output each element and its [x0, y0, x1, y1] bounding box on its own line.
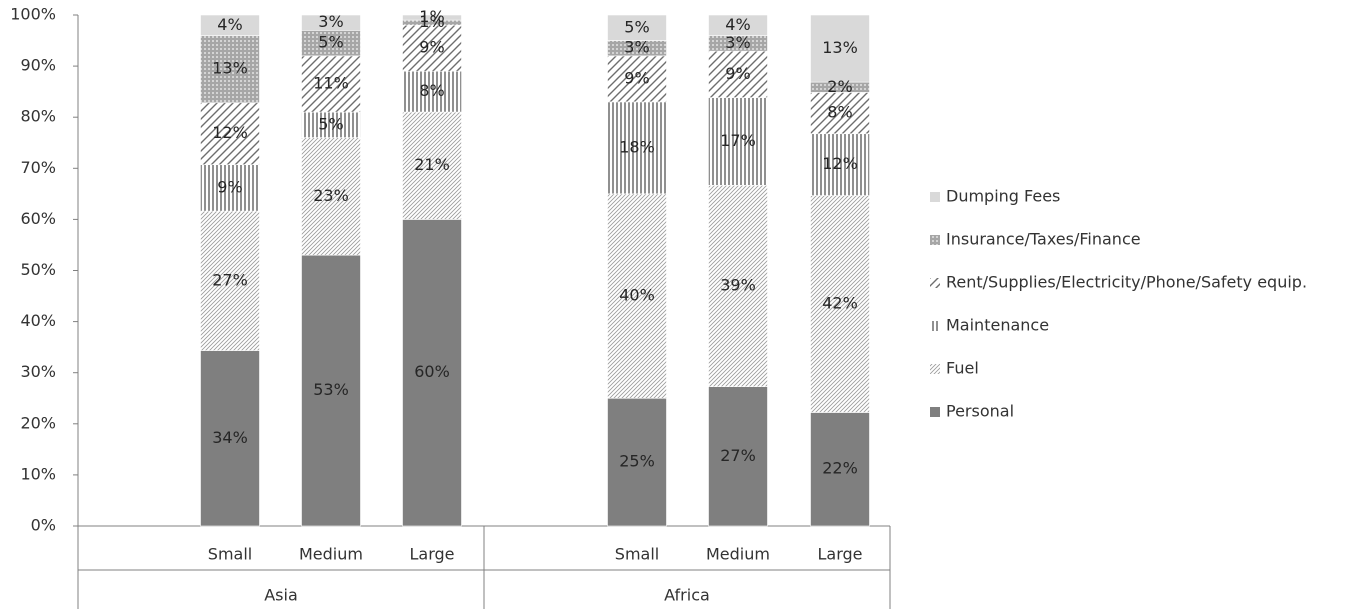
- y-tick-label: 30%: [20, 362, 56, 381]
- legend-label: Rent/Supplies/Electricity/Phone/Safety e…: [946, 273, 1307, 292]
- data-label: 5%: [318, 33, 343, 52]
- bar-segment: [708, 97, 768, 186]
- data-label: 5%: [624, 17, 649, 36]
- legend-swatch: [930, 235, 940, 245]
- data-label: 9%: [624, 68, 649, 87]
- data-label: 22%: [822, 459, 858, 478]
- bar-segment: [301, 14, 361, 31]
- data-label: 34%: [212, 428, 248, 447]
- bar-segment: [607, 14, 667, 41]
- legend-label: Maintenance: [946, 316, 1049, 335]
- bar-segment: [301, 55, 361, 113]
- y-tick-label: 90%: [20, 56, 56, 75]
- bar-segment: [301, 111, 361, 138]
- bar-segment: [301, 254, 361, 527]
- data-label: 8%: [827, 103, 852, 122]
- legend-label: Personal: [946, 402, 1014, 421]
- data-label: 1%: [419, 7, 444, 26]
- data-label: 4%: [217, 15, 242, 34]
- legend-label: Fuel: [946, 359, 979, 378]
- y-tick-label: 40%: [20, 311, 56, 330]
- bar-segment: [200, 350, 260, 527]
- x-category-label: Small: [615, 545, 659, 564]
- y-tick-label: 50%: [20, 260, 56, 279]
- bar-segment: [200, 102, 260, 165]
- data-label: 39%: [720, 275, 756, 294]
- legend-swatch: [930, 192, 940, 202]
- x-category-label: Small: [208, 545, 252, 564]
- bar-segment: [402, 14, 462, 21]
- bar-segment: [810, 195, 870, 413]
- bar-segment: [607, 55, 667, 103]
- data-label: 3%: [725, 33, 750, 52]
- bar-segment: [708, 185, 768, 387]
- legend-label: Insurance/Taxes/Finance: [946, 230, 1141, 249]
- x-category-label: Medium: [706, 545, 770, 564]
- bar-segment: [402, 24, 462, 72]
- bar-segment: [607, 193, 667, 399]
- y-tick-label: 20%: [20, 413, 56, 432]
- legend-swatch: [930, 407, 940, 417]
- data-label: 8%: [419, 81, 444, 100]
- data-label: 21%: [414, 155, 450, 174]
- data-label: 12%: [212, 123, 248, 142]
- bar-segment: [200, 35, 260, 104]
- data-label: 53%: [313, 380, 349, 399]
- data-label: 12%: [822, 154, 858, 173]
- bar-segment: [708, 14, 768, 36]
- data-label: 4%: [725, 15, 750, 34]
- y-tick-label: 70%: [20, 158, 56, 177]
- data-label: 23%: [313, 186, 349, 205]
- data-label: 25%: [619, 452, 655, 471]
- bar-segment: [607, 397, 667, 527]
- data-label: 1%: [419, 12, 444, 31]
- legend-label: Dumping Fees: [946, 187, 1060, 206]
- bar-segment: [607, 101, 667, 195]
- bar-segment: [810, 14, 870, 83]
- bar-segment: [810, 92, 870, 135]
- data-label: 60%: [414, 362, 450, 381]
- legend-swatch: [930, 278, 940, 288]
- y-tick-label: 10%: [20, 464, 56, 483]
- bar-segment: [200, 164, 260, 212]
- data-label: 2%: [827, 77, 852, 96]
- legend-swatch: [930, 364, 940, 374]
- bar-segment: [402, 70, 462, 113]
- x-category-label: Medium: [299, 545, 363, 564]
- data-label: 40%: [619, 286, 655, 305]
- data-label: 17%: [720, 131, 756, 150]
- data-label: 9%: [725, 64, 750, 83]
- data-label: 18%: [619, 137, 655, 156]
- data-label: 11%: [313, 73, 349, 92]
- y-tick-label: 60%: [20, 209, 56, 228]
- data-label: 27%: [720, 446, 756, 465]
- data-label: 13%: [212, 59, 248, 78]
- bar-segment: [810, 133, 870, 196]
- y-tick-label: 80%: [20, 107, 56, 126]
- x-group-label: Africa: [664, 586, 710, 605]
- legend-swatch: [930, 321, 940, 331]
- data-label: 3%: [318, 12, 343, 31]
- y-tick-label: 0%: [31, 516, 56, 535]
- data-label: 5%: [318, 114, 343, 133]
- bar-segment: [810, 412, 870, 527]
- data-label: 42%: [822, 294, 858, 313]
- data-label: 13%: [822, 38, 858, 57]
- x-group-label: Asia: [264, 586, 298, 605]
- data-label: 3%: [624, 38, 649, 57]
- bar-segment: [708, 386, 768, 527]
- data-label: 9%: [217, 177, 242, 196]
- bar-segment: [708, 50, 768, 98]
- data-label: 9%: [419, 38, 444, 57]
- bar-segment: [301, 30, 361, 57]
- data-label: 27%: [212, 270, 248, 289]
- bar-segment: [200, 14, 260, 36]
- bar-segment: [200, 210, 260, 351]
- x-category-label: Large: [409, 545, 454, 564]
- x-category-label: Large: [817, 545, 862, 564]
- y-tick-label: 100%: [10, 5, 56, 24]
- bar-segment: [301, 137, 361, 256]
